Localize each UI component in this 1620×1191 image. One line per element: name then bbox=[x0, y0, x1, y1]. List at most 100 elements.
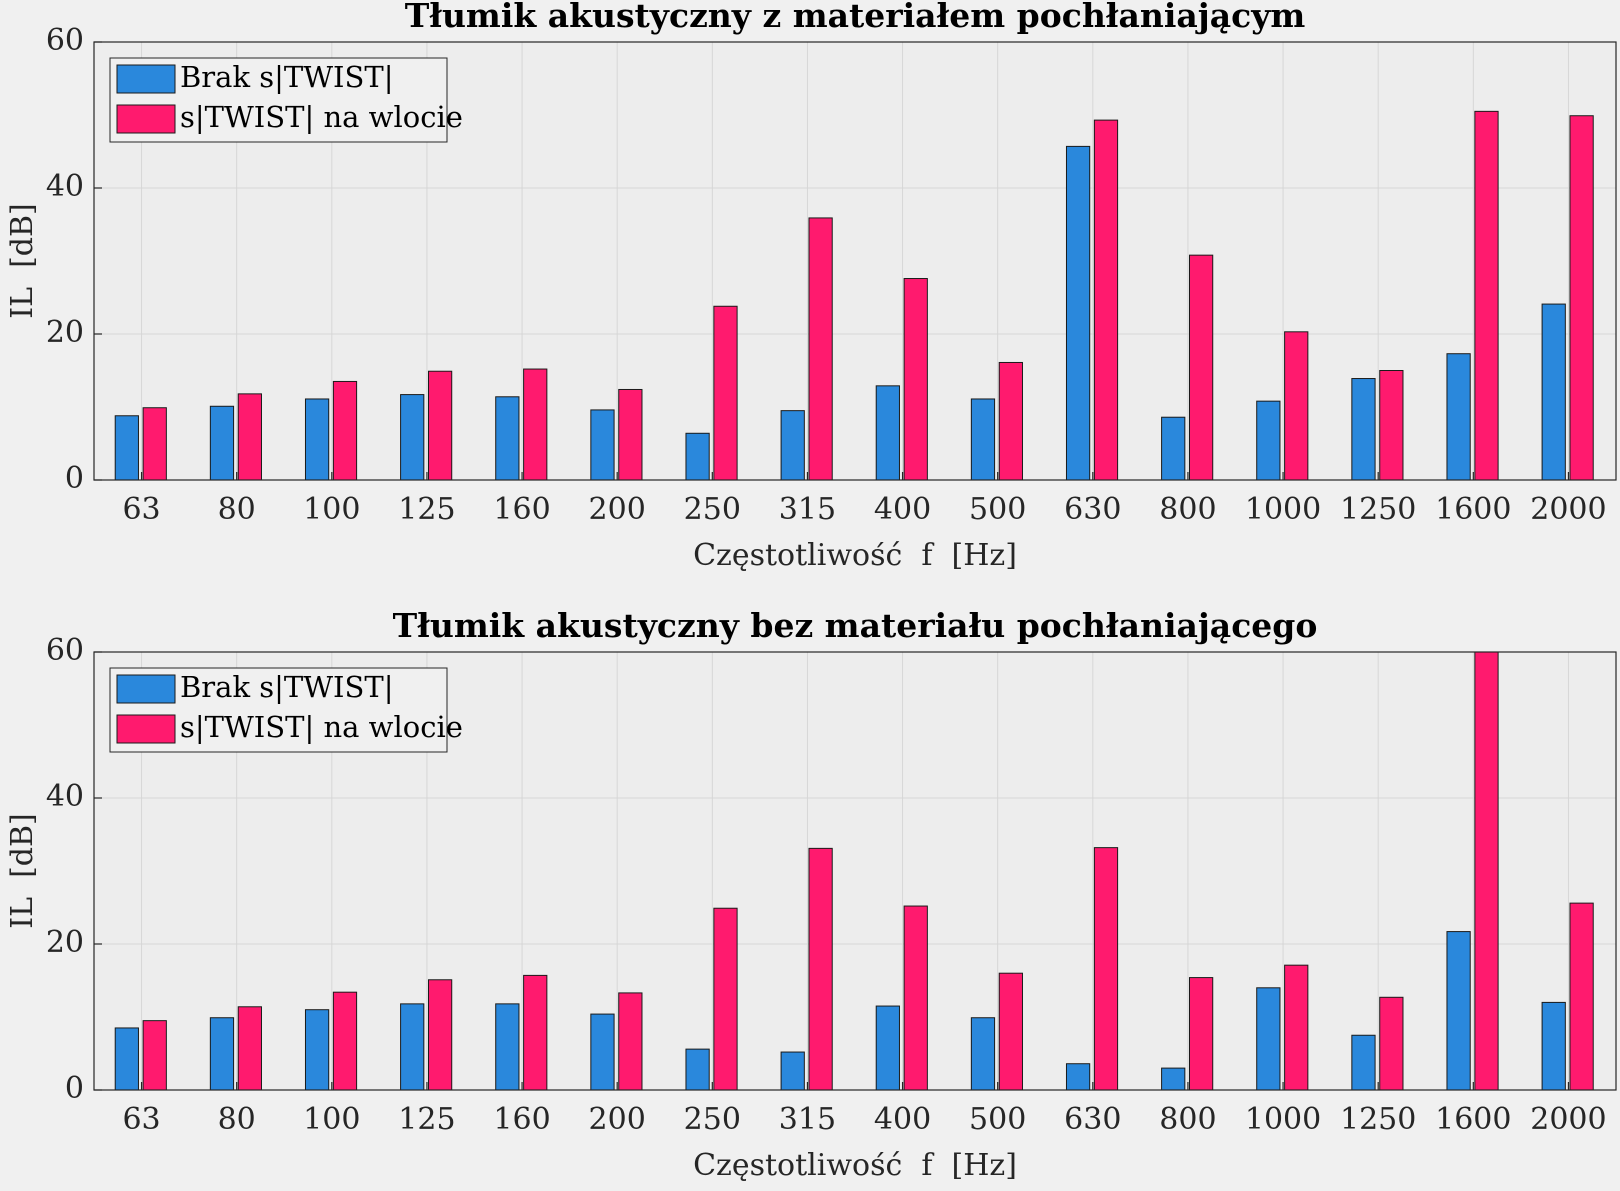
bar bbox=[1379, 996, 1404, 1091]
bar bbox=[523, 974, 548, 1091]
bar bbox=[1161, 1067, 1186, 1091]
bar bbox=[875, 1005, 900, 1091]
y-axis-label: IL [dB] bbox=[5, 813, 40, 929]
bar bbox=[1474, 110, 1499, 481]
bar bbox=[142, 407, 167, 481]
x-tick-label: 250 bbox=[684, 1102, 741, 1137]
x-tick-label: 125 bbox=[398, 492, 455, 527]
bar bbox=[400, 394, 425, 481]
bar bbox=[998, 361, 1023, 481]
bar bbox=[237, 393, 262, 481]
legend-label: Brak s|TWIST| bbox=[180, 670, 394, 704]
x-tick-label: 160 bbox=[493, 1102, 550, 1137]
bar bbox=[209, 405, 235, 481]
x-tick-label: 160 bbox=[493, 492, 550, 527]
y-tick-label: 60 bbox=[46, 23, 84, 58]
bar bbox=[685, 432, 710, 481]
bar bbox=[142, 1020, 167, 1091]
x-tick-label: 125 bbox=[398, 1102, 455, 1137]
bar bbox=[903, 905, 928, 1091]
x-tick-label: 250 bbox=[684, 492, 741, 527]
x-tick-label: 1600 bbox=[1435, 1102, 1511, 1137]
bar bbox=[780, 1051, 805, 1091]
x-tick-label: 80 bbox=[218, 492, 256, 527]
y-axis-label: IL [dB] bbox=[5, 203, 40, 319]
bar bbox=[1474, 651, 1499, 1091]
y-tick-label: 20 bbox=[46, 315, 84, 350]
x-tick-label: 400 bbox=[874, 492, 931, 527]
x-axis-label: Częstotliwość f [Hz] bbox=[693, 538, 1017, 573]
axes-box bbox=[93, 41, 1617, 481]
x-tick-label: 200 bbox=[589, 492, 646, 527]
x-tick-label: 63 bbox=[122, 492, 160, 527]
legend-swatch bbox=[116, 714, 176, 744]
bar bbox=[685, 1048, 710, 1091]
x-tick-label: 100 bbox=[303, 492, 360, 527]
bar bbox=[713, 907, 738, 1091]
y-tick-label: 20 bbox=[46, 925, 84, 960]
bar bbox=[495, 1003, 520, 1091]
bar bbox=[114, 415, 139, 481]
x-tick-label: 500 bbox=[969, 1102, 1026, 1137]
bar bbox=[590, 1013, 615, 1091]
x-tick-label: 1600 bbox=[1435, 492, 1511, 527]
bar bbox=[1541, 303, 1566, 481]
bar bbox=[400, 1003, 425, 1091]
x-tick-label: 200 bbox=[589, 1102, 646, 1137]
bar bbox=[780, 410, 805, 481]
bar bbox=[1161, 416, 1186, 481]
bar bbox=[1093, 119, 1119, 481]
x-tick-label: 315 bbox=[779, 492, 836, 527]
bar bbox=[808, 217, 833, 481]
x-tick-label: 630 bbox=[1064, 1102, 1121, 1137]
bar bbox=[1188, 254, 1214, 481]
bar bbox=[1093, 847, 1119, 1091]
bar bbox=[1188, 977, 1214, 1091]
y-tick-label: 40 bbox=[46, 169, 84, 204]
chart-title: Tłumik akustyczny bez materiału pochłani… bbox=[393, 606, 1318, 645]
y-tick-label: 0 bbox=[65, 1071, 84, 1106]
x-tick-label: 1000 bbox=[1245, 1102, 1321, 1137]
bar bbox=[903, 278, 928, 481]
bar bbox=[1541, 1001, 1566, 1091]
bar bbox=[1256, 987, 1281, 1091]
chart-title: Tłumik akustyczny z materiałem pochłania… bbox=[405, 0, 1306, 35]
x-tick-label: 500 bbox=[969, 492, 1026, 527]
x-tick-label: 100 bbox=[303, 1102, 360, 1137]
x-tick-label: 2000 bbox=[1530, 1102, 1606, 1137]
bar bbox=[970, 1017, 996, 1091]
bar bbox=[1351, 1034, 1376, 1091]
legend-swatch bbox=[116, 104, 176, 134]
y-tick-label: 40 bbox=[46, 779, 84, 814]
x-tick-label: 1250 bbox=[1340, 1102, 1416, 1137]
legend-swatch bbox=[116, 674, 176, 704]
x-tick-label: 315 bbox=[779, 1102, 836, 1137]
x-tick-label: 63 bbox=[122, 1102, 160, 1137]
axes-box bbox=[93, 651, 1617, 1091]
x-axis-label: Częstotliwość f [Hz] bbox=[693, 1148, 1017, 1183]
bar bbox=[1065, 1063, 1091, 1091]
legend-label: Brak s|TWIST| bbox=[180, 60, 394, 94]
bar bbox=[427, 370, 453, 481]
bar bbox=[332, 380, 358, 481]
bar bbox=[998, 972, 1023, 1091]
y-tick-label: 60 bbox=[46, 633, 84, 668]
bar bbox=[875, 385, 900, 481]
x-tick-label: 80 bbox=[218, 1102, 256, 1137]
x-tick-label: 800 bbox=[1159, 1102, 1216, 1137]
legend-label: s|TWIST| na wlocie bbox=[180, 100, 463, 134]
bar bbox=[237, 1006, 262, 1091]
bar bbox=[590, 409, 615, 481]
bar bbox=[970, 398, 996, 481]
x-tick-label: 2000 bbox=[1530, 492, 1606, 527]
x-tick-label: 1000 bbox=[1245, 492, 1321, 527]
bar bbox=[304, 1009, 330, 1091]
bar bbox=[1284, 964, 1309, 1091]
bar bbox=[523, 368, 548, 481]
legend-label: s|TWIST| na wlocie bbox=[180, 710, 463, 744]
bar bbox=[1446, 931, 1471, 1091]
x-tick-label: 400 bbox=[874, 1102, 931, 1137]
bar bbox=[427, 979, 453, 1091]
bar bbox=[1284, 331, 1309, 481]
legend-swatch bbox=[116, 64, 176, 94]
